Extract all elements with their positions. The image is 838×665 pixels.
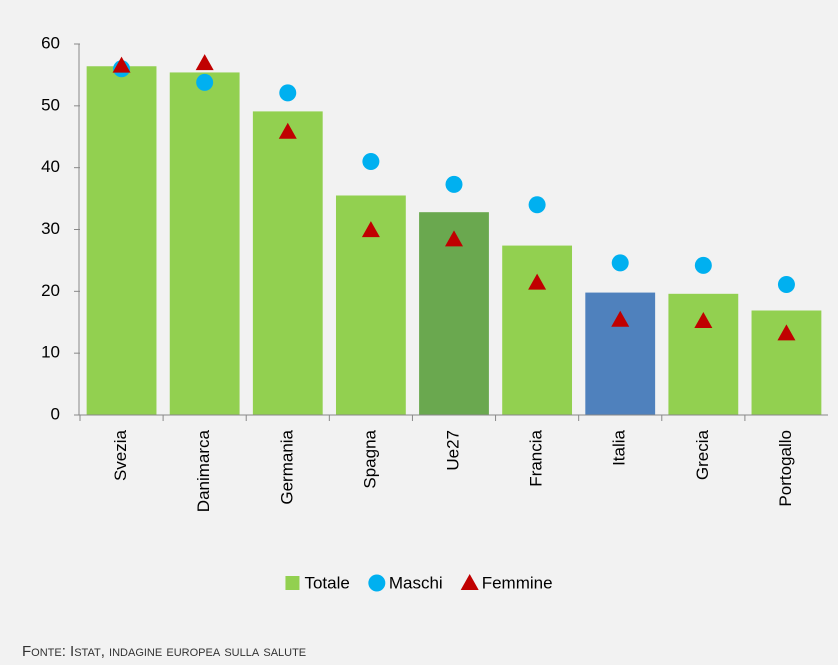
marker xyxy=(195,54,214,71)
bar xyxy=(169,72,240,416)
marker xyxy=(362,152,380,170)
marker xyxy=(279,84,297,102)
bar xyxy=(252,111,323,416)
x-tick-label: Grecia xyxy=(693,429,712,480)
y-tick-label: 0 xyxy=(51,404,60,423)
x-tick-label: Danimarca xyxy=(194,429,213,512)
marker xyxy=(445,230,463,247)
y-tick-label: 50 xyxy=(41,95,60,114)
legend-label: Femmine xyxy=(482,573,553,592)
marker xyxy=(112,56,131,73)
y-tick-label: 30 xyxy=(41,219,60,238)
legend-label: Maschi xyxy=(389,573,443,592)
marker xyxy=(278,122,297,139)
y-tick-label: 60 xyxy=(41,33,60,52)
y-tick-label: 10 xyxy=(41,343,60,362)
x-tick-label: Germania xyxy=(277,429,296,504)
x-tick-label: Francia xyxy=(527,429,546,486)
marker xyxy=(445,175,463,193)
bar xyxy=(502,245,573,415)
source-note: Fonte: Istat, indagine europea sulla sal… xyxy=(22,643,306,660)
bar xyxy=(86,66,157,415)
x-tick-label: Ue27 xyxy=(443,430,462,471)
marker xyxy=(777,324,796,341)
x-tick-label: Spagna xyxy=(360,429,379,488)
legend-marker xyxy=(460,574,479,590)
marker xyxy=(777,276,795,294)
marker xyxy=(196,73,214,91)
x-tick-label: Svezia xyxy=(111,429,130,481)
legend-swatch xyxy=(285,576,300,590)
marker xyxy=(611,254,629,272)
y-tick-label: 40 xyxy=(41,157,60,176)
x-tick-label: Portogallo xyxy=(776,430,795,507)
marker xyxy=(528,196,546,214)
bar xyxy=(668,293,739,415)
legend-label: Totale xyxy=(304,573,349,592)
marker xyxy=(694,312,713,329)
y-tick-label: 20 xyxy=(41,281,60,300)
marker xyxy=(694,256,712,274)
legend-marker xyxy=(368,574,386,592)
marker xyxy=(611,310,630,327)
x-tick-label: Italia xyxy=(610,429,629,465)
marker xyxy=(528,273,547,290)
marker xyxy=(361,221,380,238)
